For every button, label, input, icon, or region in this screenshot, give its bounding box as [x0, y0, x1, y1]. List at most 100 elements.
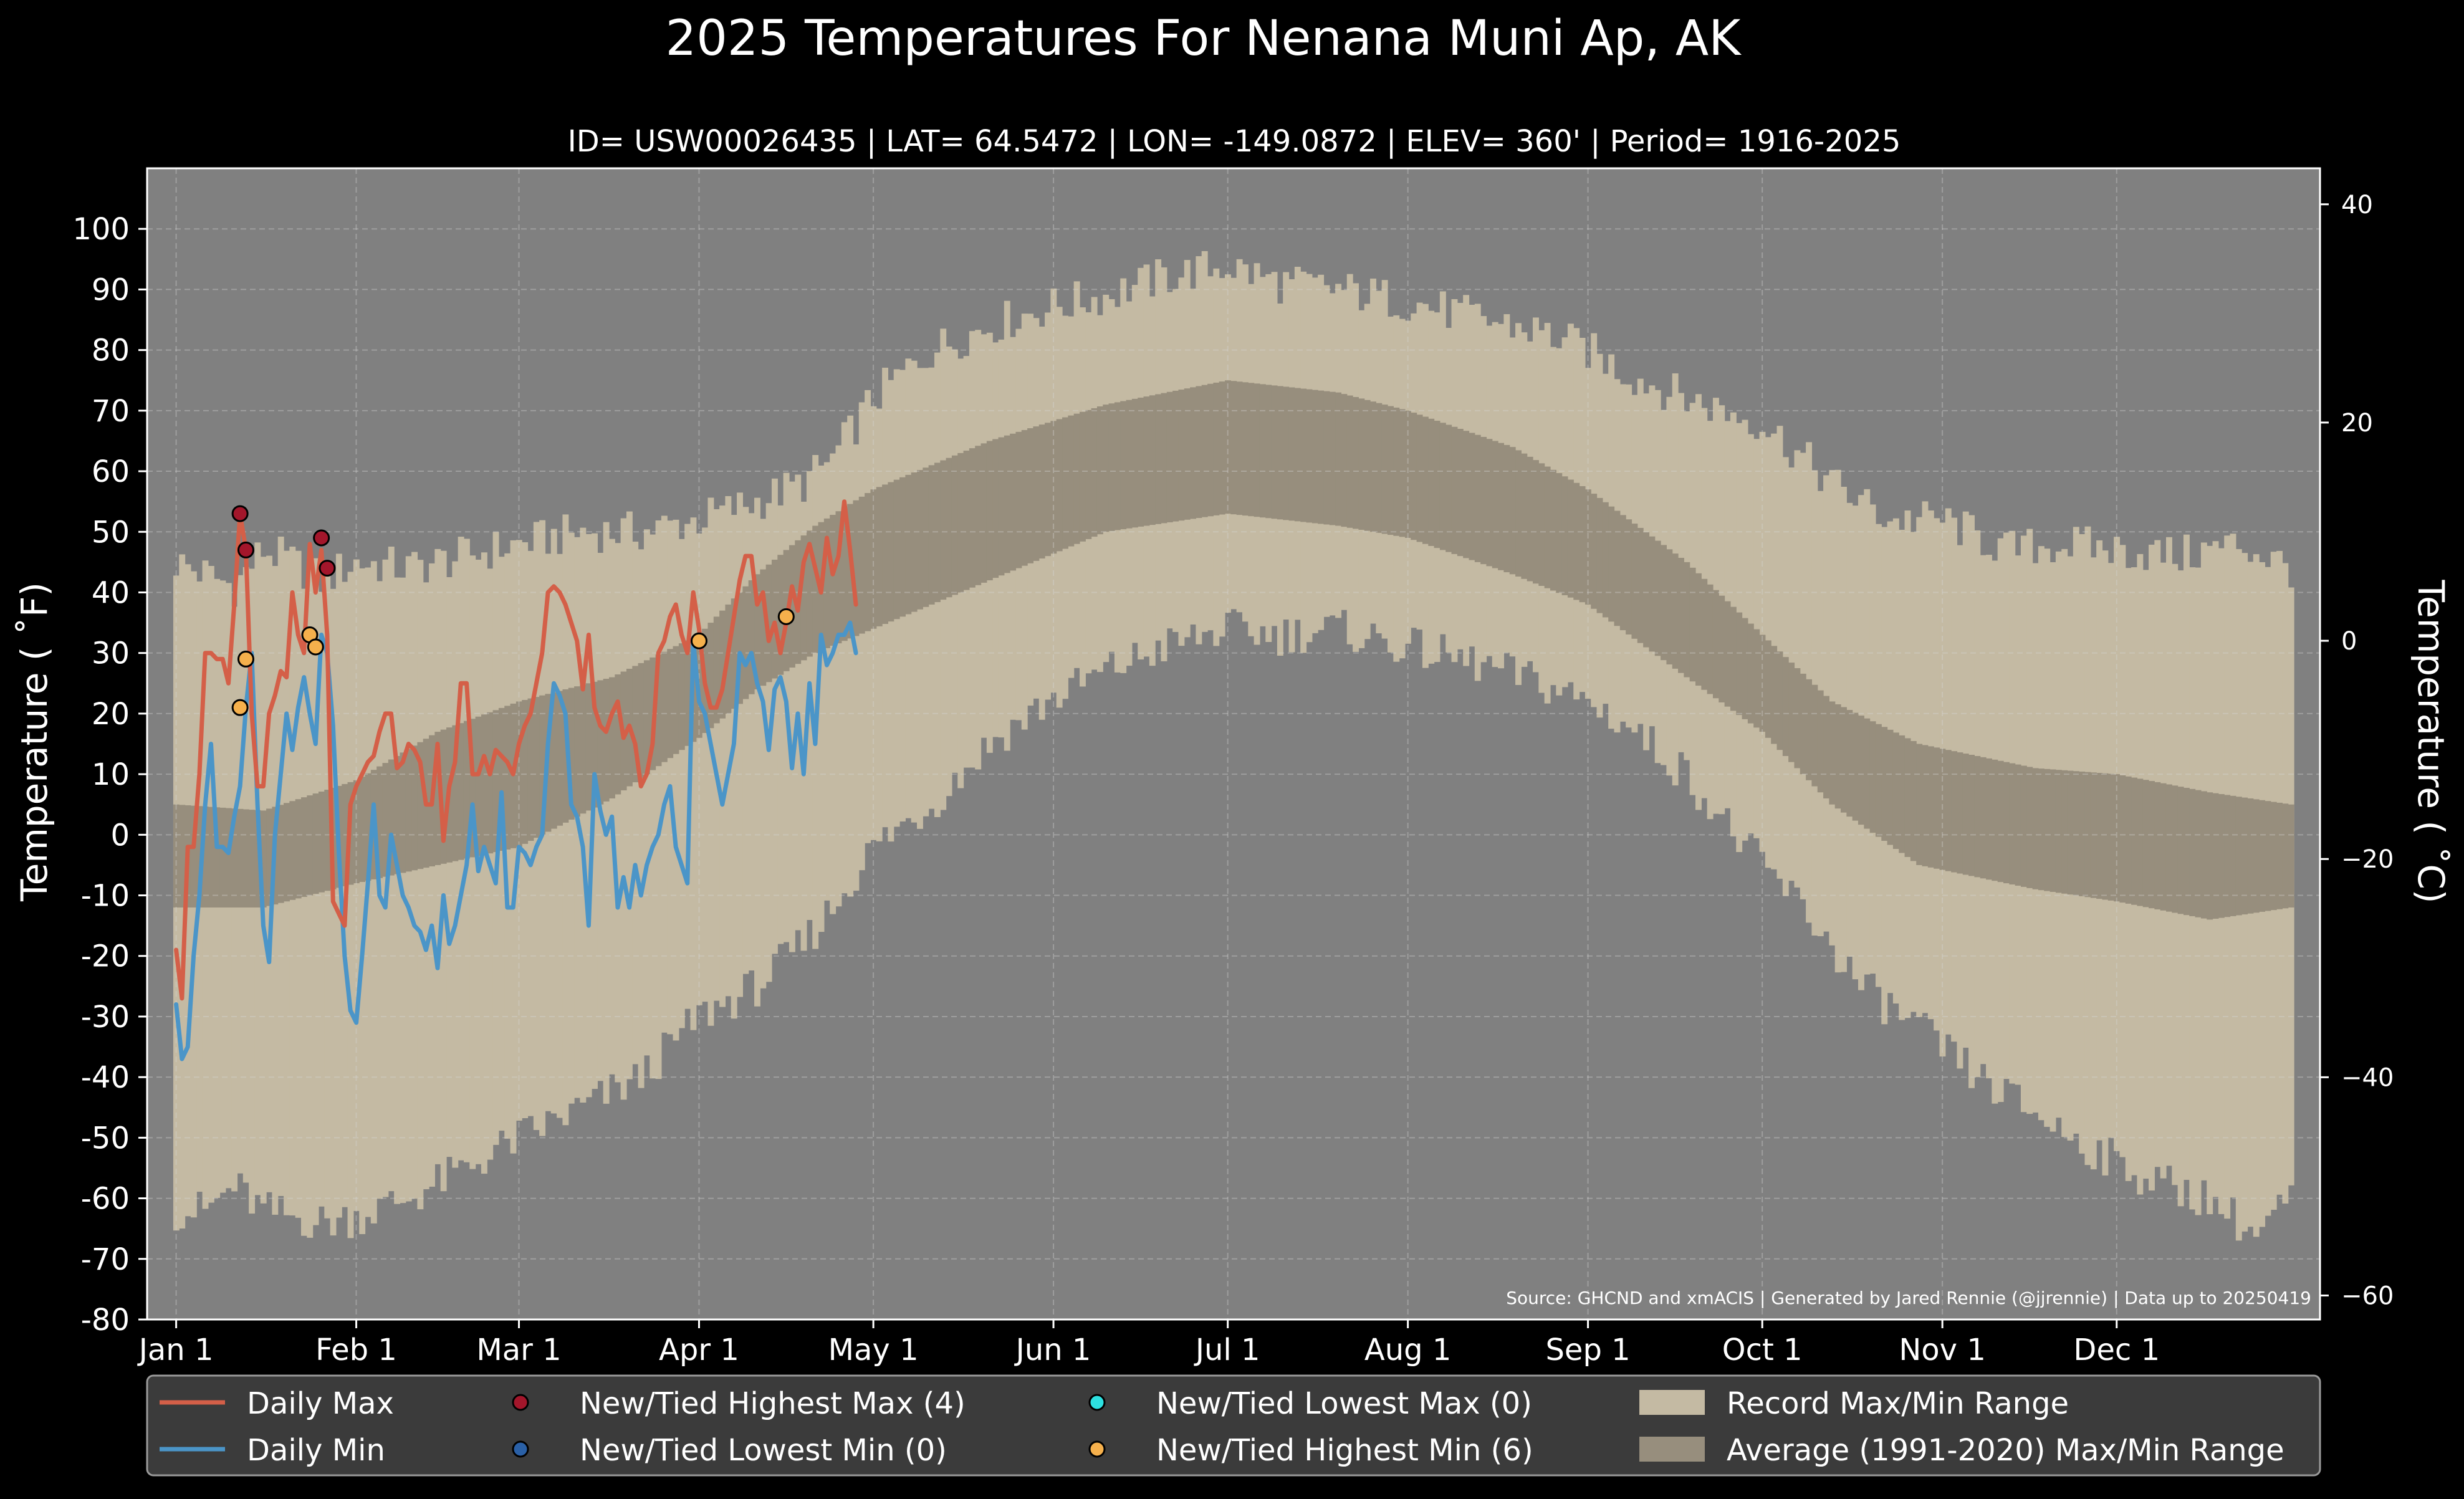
normal-range-bar — [504, 706, 511, 850]
legend-label: New/Tied Highest Min (6) — [1156, 1433, 1533, 1468]
normal-range-bar — [830, 515, 837, 646]
normal-range-bar — [1318, 390, 1325, 524]
x-tick-label: Mar 1 — [476, 1333, 561, 1367]
normal-range-bar — [463, 721, 470, 859]
normal-range-bar — [1579, 486, 1586, 603]
normal-range-bar — [946, 457, 952, 598]
normal-range-bar — [1811, 684, 1818, 787]
normal-range-bar — [1922, 745, 1929, 866]
normal-range-bar — [1225, 380, 1231, 514]
normal-range-bar — [975, 446, 982, 585]
record-range-bar — [858, 402, 865, 871]
normal-range-bar — [661, 651, 668, 762]
normal-range-bar — [1939, 749, 1946, 870]
record-range-bar — [632, 542, 639, 1065]
normal-range-bar — [835, 511, 842, 644]
normal-range-bar — [899, 477, 906, 617]
normal-range-bar — [1045, 423, 1051, 557]
normal-range-bar — [196, 806, 203, 908]
normal-range-bar — [1945, 750, 1952, 871]
record-range-bar — [620, 518, 627, 1100]
normal-range-bar — [789, 545, 795, 668]
normal-range-bar — [1277, 386, 1283, 520]
normal-range-bar — [1346, 395, 1353, 528]
record-range-bar — [301, 588, 307, 1236]
normal-range-bar — [1794, 668, 1801, 769]
normal-range-bar — [1567, 479, 1574, 598]
normal-range-bar — [1974, 755, 1981, 878]
normal-range-bar — [522, 700, 529, 844]
normal-range-bar — [1753, 629, 1760, 728]
normal-range-bar — [1364, 400, 1371, 531]
record-range-bar — [347, 572, 354, 1238]
normal-range-bar — [434, 732, 441, 865]
normal-range-bar — [1021, 429, 1028, 566]
normal-range-bar — [1834, 704, 1841, 809]
normal-range-bar — [2270, 802, 2277, 911]
normal-range-bar — [1196, 386, 1202, 519]
normal-range-bar — [1149, 395, 1156, 525]
normal-range-bar — [2247, 798, 2254, 914]
normal-range-bar — [1619, 515, 1626, 631]
normal-range-bar — [1980, 757, 1987, 879]
normal-range-bar — [1422, 416, 1429, 544]
normal-range-bar — [1573, 482, 1580, 600]
legend-dot-swatch — [512, 1394, 529, 1411]
normal-range-bar — [1544, 466, 1551, 588]
record-range-bar — [713, 509, 720, 1001]
normal-range-bar — [1015, 431, 1022, 568]
normal-range-bar — [1596, 497, 1603, 613]
normal-range-bar — [1259, 384, 1266, 518]
normal-range-bar — [1178, 390, 1185, 521]
record-range-bar — [318, 591, 325, 1207]
normal-range-bar — [1038, 424, 1045, 559]
plot-frame — [146, 167, 2321, 1321]
normal-range-bar — [242, 809, 249, 908]
normal-range-bar — [1689, 567, 1696, 682]
normal-range-bar — [295, 799, 302, 899]
normal-range-bar — [713, 616, 720, 724]
normal-range-bar — [1503, 444, 1510, 573]
normal-range-bar — [1666, 549, 1673, 664]
x-tick-label: Jun 1 — [1014, 1333, 1091, 1367]
normal-range-bar — [1643, 532, 1650, 648]
normal-range-bar — [1852, 712, 1859, 821]
normal-range-bar — [1353, 396, 1359, 529]
normal-range-bar — [307, 795, 314, 896]
normal-range-bar — [1492, 441, 1498, 568]
normal-range-bar — [1591, 494, 1598, 609]
normal-range-bar — [888, 482, 894, 622]
record-range-bar — [643, 529, 650, 1056]
normal-range-bar — [707, 623, 714, 729]
normal-range-bar — [2020, 765, 2027, 887]
normal-range-bar — [1957, 752, 1963, 874]
normal-range-bar — [940, 460, 947, 600]
normal-range-bar — [812, 525, 819, 653]
normal-range-bar — [2282, 803, 2289, 909]
normal-range-bar — [1073, 413, 1080, 544]
y-tick-label: -20 — [81, 939, 130, 974]
legend: Daily Max Daily Min New/Tied Highest Max (… — [146, 1374, 2321, 1477]
normal-range-bar — [2102, 773, 2109, 900]
normal-range-bar — [2241, 797, 2248, 915]
record-range-bar — [760, 519, 767, 989]
normal-range-bar — [1445, 424, 1452, 552]
normal-range-bar — [592, 681, 598, 808]
normal-range-bar — [667, 649, 674, 759]
normal-range-bar — [1242, 382, 1249, 516]
normal-range-bar — [1719, 595, 1725, 702]
normal-range-bar — [1881, 727, 1888, 841]
normal-range-bar — [1672, 553, 1679, 669]
normal-range-bar — [179, 805, 186, 908]
y-tick-label: -60 — [81, 1182, 130, 1217]
normal-range-bar — [1986, 758, 1992, 880]
normal-range-bar — [289, 801, 296, 900]
y-tick-label: 100 — [72, 212, 130, 247]
normal-range-bar — [882, 484, 889, 625]
record-highest-min-point — [231, 699, 249, 716]
normal-range-bar — [1108, 403, 1115, 531]
normal-range-bar — [359, 777, 366, 883]
normal-range-bar — [458, 723, 464, 860]
normal-range-bar — [1248, 383, 1255, 517]
normal-range-bar — [2107, 773, 2114, 901]
